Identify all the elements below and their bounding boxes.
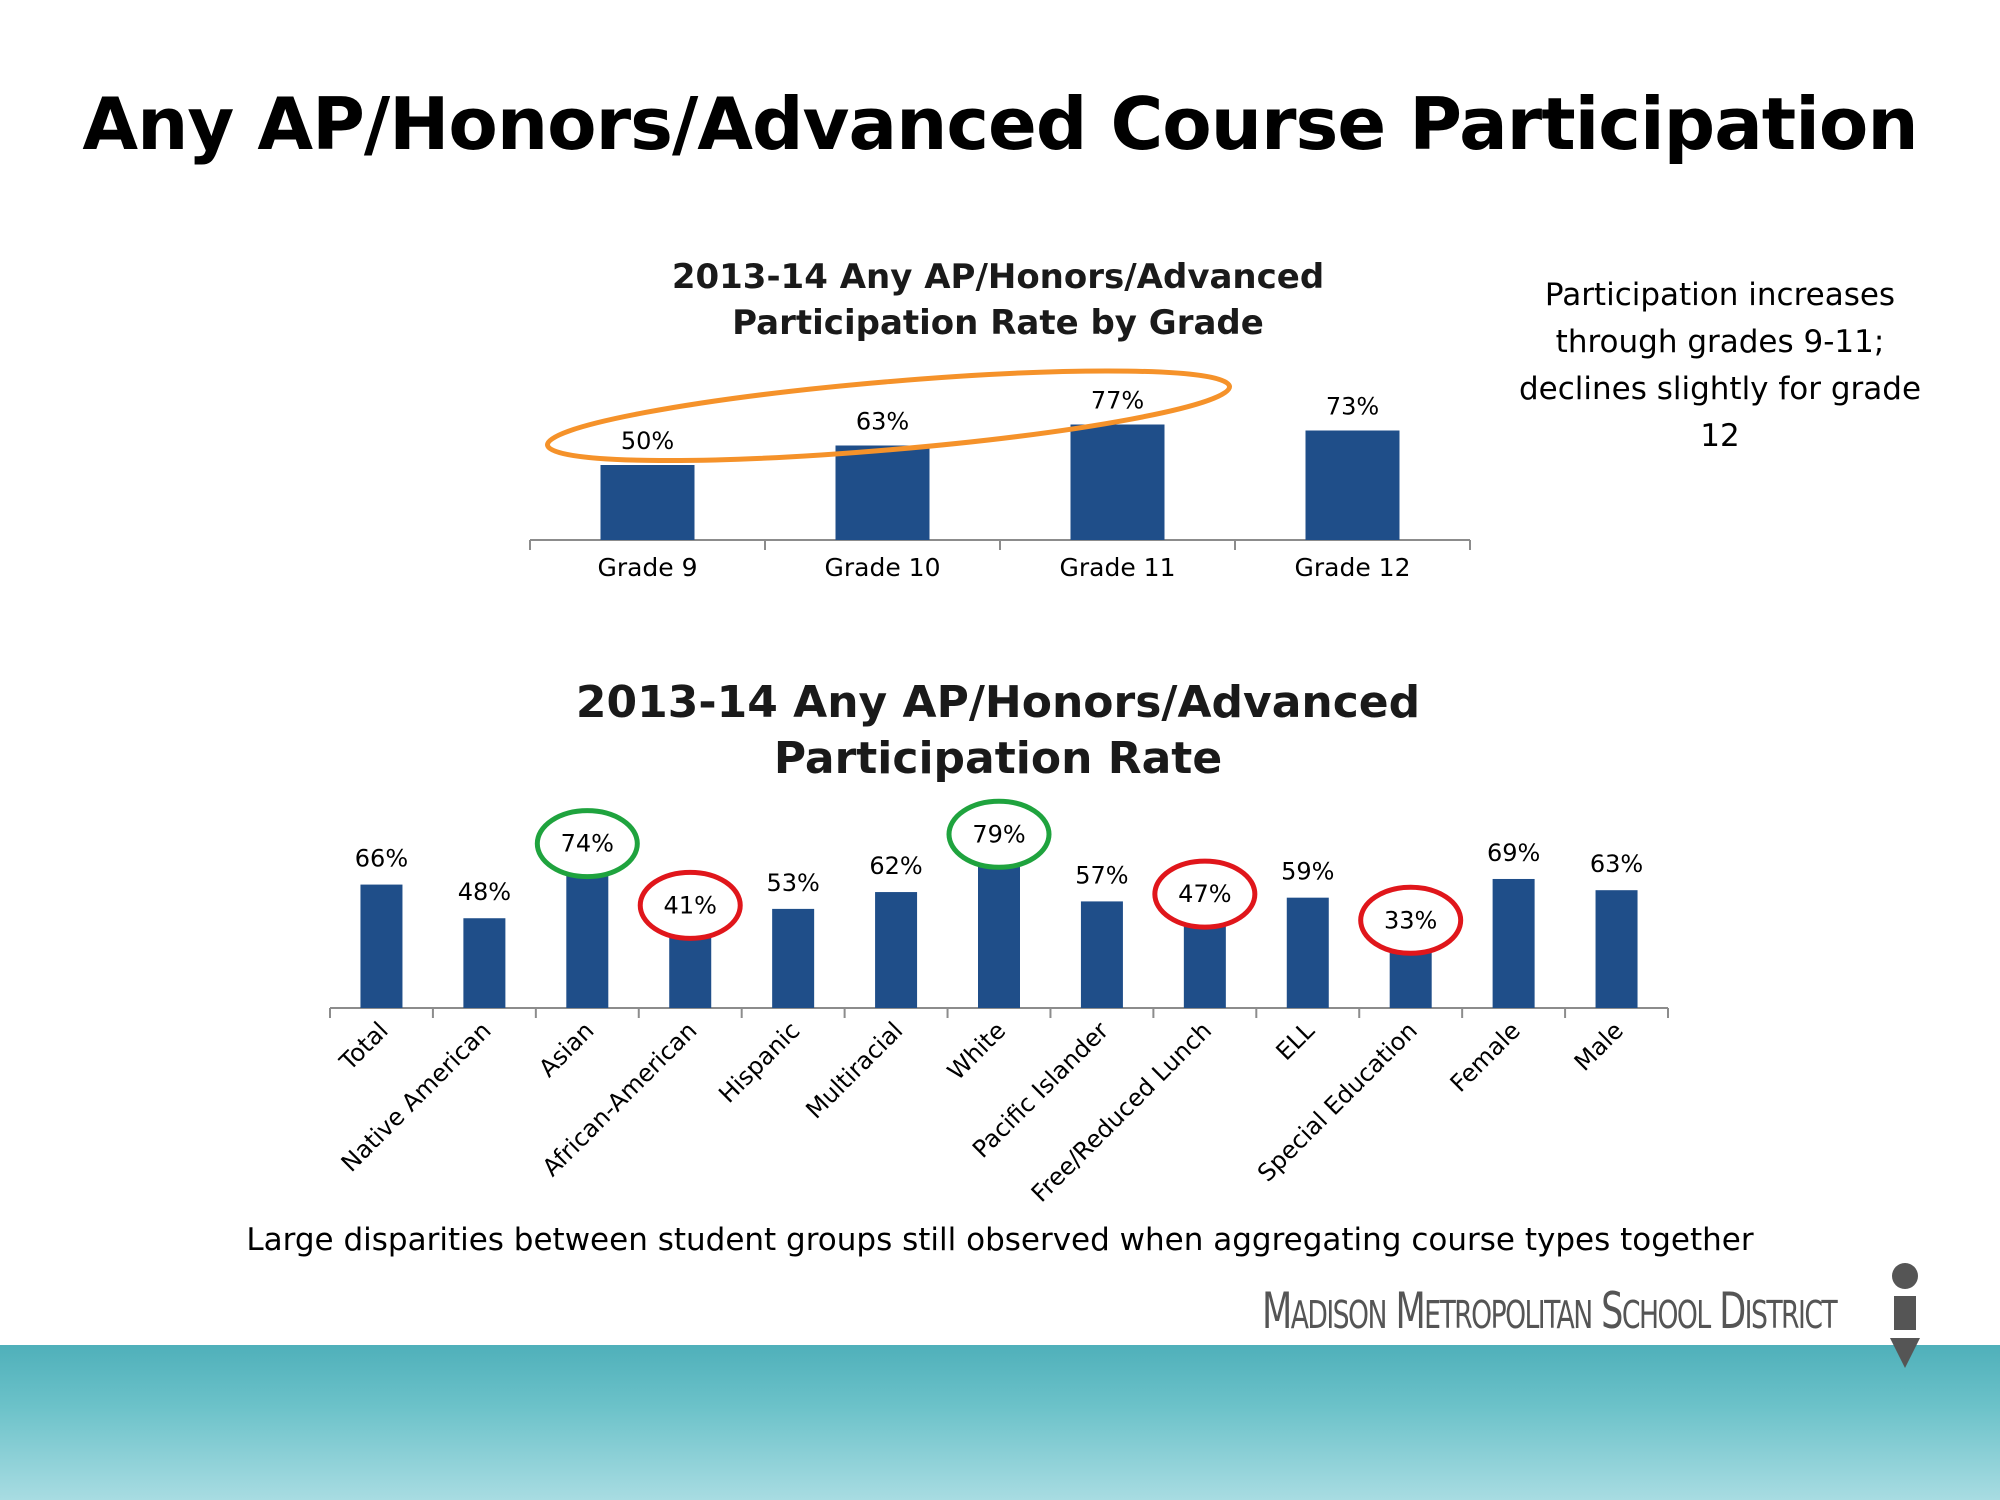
category-label-white: White	[942, 1016, 1011, 1085]
value-label-white: 79%	[972, 820, 1025, 848]
bar-african-american	[669, 931, 712, 1008]
disparities-note: Large disparities between student groups…	[246, 1222, 1754, 1258]
bar-grade-11	[1070, 424, 1165, 540]
value-label-grade-10: 63%	[856, 408, 909, 436]
value-label-ell: 59%	[1281, 858, 1334, 886]
bar-grade-9	[600, 465, 695, 540]
value-label-asian: 74%	[561, 830, 614, 858]
bar-multiracial	[875, 892, 918, 1008]
category-label-hispanic: Hispanic	[713, 1016, 805, 1108]
value-label-grade-9: 50%	[621, 427, 674, 455]
group-participation-chart: 2013-14 Any AP/Honors/AdvancedParticipat…	[329, 677, 1669, 1208]
category-label-grade-11: Grade 11	[1060, 553, 1176, 582]
bar-free-reduced-lunch	[1183, 920, 1226, 1008]
highlight-circle-african-american	[637, 869, 743, 941]
district-logo: MADISON METROPOLITAN SCHOOL DISTRICT	[1262, 1278, 1862, 1348]
category-label-grade-10: Grade 10	[825, 553, 941, 582]
bar-special-education	[1389, 946, 1432, 1008]
bar-native-american	[463, 918, 506, 1008]
bar-white	[978, 860, 1020, 1008]
category-label-asian: Asian	[533, 1016, 599, 1082]
highlight-ellipse-grades-9-11	[544, 368, 1233, 464]
highlight-circle-free-reduced-lunch	[1152, 858, 1258, 930]
chart-title-line: Participation Rate by Grade	[732, 303, 1264, 343]
chart-title-line: Participation Rate	[774, 733, 1222, 784]
value-label-hispanic: 53%	[766, 869, 819, 897]
bar-pacific-islander	[1080, 901, 1123, 1008]
bar-female	[1492, 878, 1535, 1008]
value-label-male: 63%	[1590, 850, 1643, 878]
value-label-grade-11: 77%	[1091, 387, 1144, 415]
grade-trend-note: Participation increases through grades 9…	[1518, 277, 1922, 454]
bar-total	[360, 884, 403, 1008]
chart-title-line: 2013-14 Any AP/Honors/Advanced	[672, 257, 1324, 297]
bar-male	[1595, 890, 1638, 1008]
district-logo-mark	[1890, 1263, 1920, 1368]
grade-participation-chart: 2013-14 Any AP/Honors/Advanced Participat…	[529, 257, 1471, 582]
district-logo-text: MADISON METROPOLITAN SCHOOL DISTRICT	[1262, 1282, 1838, 1340]
value-label-pacific-islander: 57%	[1075, 861, 1128, 889]
category-label-female: Female	[1445, 1016, 1526, 1097]
bar-ell	[1286, 897, 1329, 1008]
category-label-grade-9: Grade 9	[597, 553, 697, 582]
category-label-grade-12: Grade 12	[1295, 553, 1411, 582]
category-label-free-reduced-lunch: Free/Reduced Lunch	[1026, 1016, 1217, 1207]
highlight-circle-special-education	[1358, 884, 1464, 956]
bar-grade-10	[835, 445, 930, 540]
highlight-circle-white	[946, 798, 1052, 870]
chart-title-line: 2013-14 Any AP/Honors/Advanced	[576, 677, 1420, 728]
bar-hispanic	[772, 908, 815, 1008]
bar-grade-12	[1305, 430, 1400, 540]
value-label-multiracial: 62%	[869, 852, 922, 880]
value-label-native-american: 48%	[458, 878, 511, 906]
value-label-special-education: 33%	[1384, 906, 1437, 934]
footer-band	[0, 1345, 2000, 1500]
highlight-circle-asian	[534, 808, 640, 880]
category-label-total: Total	[334, 1016, 394, 1076]
category-label-ell: ELL	[1271, 1016, 1321, 1066]
value-label-free-reduced-lunch: 47%	[1178, 880, 1231, 908]
value-label-african-american: 41%	[664, 891, 717, 919]
value-label-female: 69%	[1487, 839, 1540, 867]
category-label-male: Male	[1569, 1016, 1629, 1076]
value-label-total: 66%	[355, 845, 408, 873]
bar-asian	[566, 869, 609, 1008]
category-label-multiracial: Multiracial	[800, 1016, 908, 1124]
value-label-grade-12: 73%	[1326, 393, 1379, 421]
page-title: Any AP/Honors/Advanced Course Participat…	[82, 82, 1918, 166]
